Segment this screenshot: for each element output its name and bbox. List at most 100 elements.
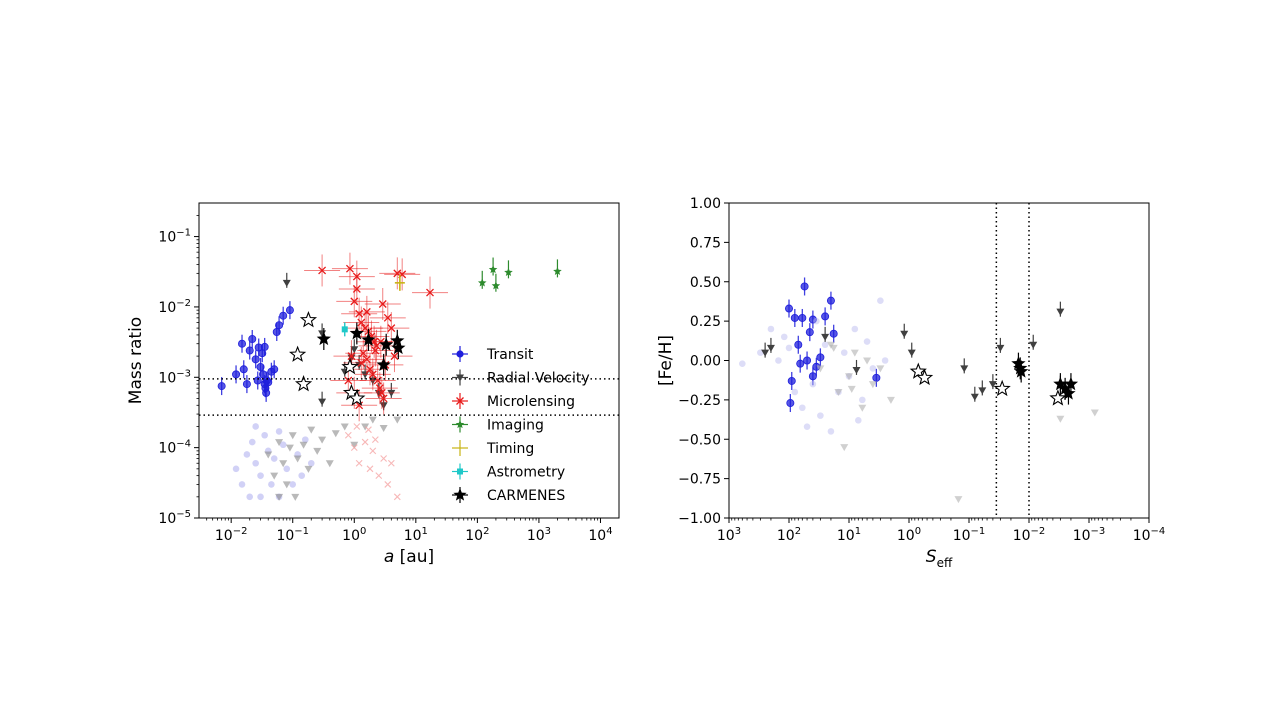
point-transit-6 [248,335,257,344]
y-tick-label-4: 10−1 [158,228,191,246]
point-carmenes-4 [1057,381,1073,395]
plot-area [217,252,562,501]
point-rv-1 [766,344,775,352]
point-transit-24 [260,342,269,351]
y-axis-label: Mass ratio [126,317,146,404]
point-transit_faint-20 [252,423,259,430]
point-rv-0 [761,349,770,357]
point-rv_faint-7 [868,381,877,389]
point-rv-9 [996,344,1005,352]
point-transit_faint-2 [243,451,251,458]
point-rv-11 [1056,308,1065,316]
point-rv_faint-18 [368,416,377,424]
point-rv_faint-14 [829,344,838,352]
point-micro_faint-1 [350,444,358,452]
point-rv_faint-16 [350,441,359,449]
x-tick-label-1: 102 [777,526,801,544]
point-micro-33 [378,300,387,308]
point-rv-2 [821,333,830,341]
point-transit-8 [253,376,262,385]
legend-marker-6 [453,488,467,501]
series-transit_faint [232,423,315,501]
series-carmenes_open [289,311,366,406]
legend-marker-0 [456,350,464,358]
point-transit-0 [217,382,226,391]
point-transit_faint-3 [775,357,782,364]
point-micro_faint-5 [369,447,377,455]
point-rv-7 [978,387,987,395]
y-tick-label-0: −1.00 [678,511,721,527]
point-rv-5 [960,365,969,373]
series-transit [217,301,294,402]
point-rv-4 [907,349,916,357]
point-carmenes_open-5 [341,357,359,375]
point-transit_faint-18 [881,357,889,364]
point-rv_faint-0 [816,365,825,373]
point-transit_faint-8 [817,412,824,419]
legend-item-carmenes: CARMENES [452,487,565,504]
point-transit_faint-6 [257,472,264,479]
point-rv-13 [852,366,861,374]
point-rv_faint-22 [291,493,300,501]
y-tick-label-7: 0.75 [690,235,721,251]
point-rv_faint-1 [270,472,279,480]
point-rv_faint-12 [1090,409,1099,417]
legend-item-astrometry: Astrometry [452,463,565,481]
x-axis-label: a [au] [384,547,434,567]
point-micro_faint-10 [393,493,401,501]
legend-label-5: Astrometry [487,465,565,481]
point-transit_faint-0 [739,360,746,367]
x-tick-label-4: 10−1 [953,526,986,544]
point-imaging-3 [504,267,513,276]
point-carmenes_open-0 [909,362,927,379]
point-rv_faint-6 [288,432,297,440]
point-micro-30 [352,285,361,293]
point-transit-10 [256,363,265,372]
point-micro-1 [345,264,354,273]
point-transit-7 [251,355,260,364]
point-micro_faint-11 [353,423,361,430]
point-micro-0 [318,266,327,275]
point-transit-16 [872,373,881,382]
point-transit-1 [790,313,799,322]
point-rv_faint-15 [847,385,856,393]
legend-label-2: Microlensing [487,394,575,410]
point-transit-3 [800,282,809,291]
axes-frame [728,202,1150,519]
legend-marker-3 [455,420,465,429]
y-tick-label-1: −0.75 [678,472,721,488]
point-carmenes-3 [379,337,394,351]
point-carmenes-6 [376,357,391,371]
legend-item-radial-velocity: Radial Velocity [452,369,590,387]
x-tick-label-6: 104 [588,526,612,544]
point-carmenes-4 [390,333,405,347]
point-carmenes_open-1 [915,368,934,386]
point-transit-5 [805,328,814,337]
point-rv_faint-4 [850,349,859,357]
point-rv_faint-3 [279,460,288,468]
point-transit-4 [242,380,251,389]
point-micro-14 [368,370,377,379]
point-carmenes_open-4 [348,389,366,406]
point-transit-2 [238,339,247,348]
x-tick-label-0: 10−2 [215,526,248,544]
legend-label-0: Transit [486,347,534,363]
series-carmenes [1011,352,1079,405]
legend-label-3: Imaging [487,418,544,434]
point-carmenes-2 [361,332,376,346]
point-transit_faint-17 [301,436,309,443]
point-transit_faint-4 [248,438,256,446]
point-transit-5 [245,346,254,355]
point-transit_faint-13 [851,325,859,333]
point-micro_faint-9 [387,459,395,467]
point-micro-34 [357,358,366,367]
mass-ratio-vs-semimajor-axis-plot: 10−2 10−1 100 101 102 103 104 10−5 10−4 10−3 10−2 1… [126,202,620,567]
y-tick-label-2: 10−3 [158,368,191,386]
point-rv-0 [282,279,291,287]
legend-item-transit: Transit [452,346,534,363]
point-transit-7 [816,353,825,362]
point-micro-31 [371,346,380,355]
x-tick-label-2: 100 [342,526,366,544]
legend-label-4: Timing [486,441,534,457]
point-micro_faint-12 [365,426,372,434]
